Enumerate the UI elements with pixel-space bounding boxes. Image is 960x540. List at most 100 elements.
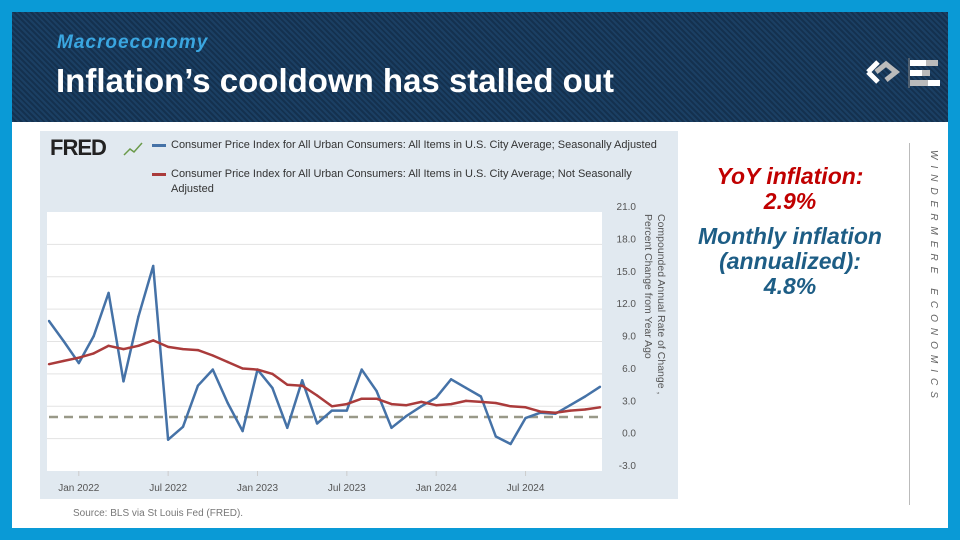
data-point: [464, 399, 468, 403]
windermere-logo-icon: [866, 58, 940, 88]
x-tick-label: Jul 2023: [328, 483, 366, 494]
y-tick-label: 18.0: [617, 234, 637, 245]
data-point: [449, 378, 453, 381]
monthly-value: 4.8%: [763, 273, 817, 299]
data-point: [77, 356, 80, 359]
data-point: [360, 368, 363, 371]
data-point: [315, 422, 319, 425]
data-point: [47, 362, 51, 366]
data-point: [583, 395, 587, 398]
data-point: [271, 372, 274, 376]
data-point: [271, 386, 274, 390]
y-tick-label: 3.0: [622, 396, 636, 407]
data-point: [226, 360, 229, 364]
divider: [909, 143, 910, 505]
data-point: [345, 402, 349, 406]
monthly-stat: Monthly inflation (annualized): 4.8%: [682, 224, 898, 299]
y-tick-label: 0.0: [622, 429, 636, 440]
data-point: [583, 408, 587, 411]
x-tick-label: Jan 2023: [237, 483, 279, 494]
fred-chart-icon: [123, 142, 143, 156]
yoy-stat: YoY inflation: 2.9%: [682, 164, 898, 214]
data-point: [375, 389, 378, 393]
fred-logo: FRED: [50, 135, 107, 160]
data-point: [434, 403, 438, 407]
legend-swatch: [152, 144, 166, 147]
data-point: [256, 368, 259, 371]
y-tick-label: 12.0: [617, 299, 637, 310]
data-point: [241, 429, 244, 433]
legend-item-nsa[interactable]: Consumer Price Index for All Urban Consu…: [152, 167, 662, 197]
data-point: [569, 403, 572, 407]
y-tick-label: 15.0: [617, 267, 637, 278]
data-point: [181, 347, 185, 351]
data-point: [92, 334, 95, 338]
data-point: [449, 402, 453, 406]
data-point: [598, 385, 602, 389]
data-point: [390, 402, 393, 406]
line-chart: 21.0 18.0 15.0 12.0 9.0 6.0 3.0 0.0 -3.0 Jan 2022…: [47, 142, 667, 494]
data-point: [390, 426, 393, 430]
data-point: [494, 435, 497, 438]
data-point: [286, 426, 289, 430]
data-point: [434, 396, 438, 399]
data-point: [345, 409, 349, 412]
data-point: [211, 368, 215, 371]
x-tick-label: Jul 2024: [507, 483, 545, 494]
legend-item-sa[interactable]: Consumer Price Index for All Urban Consu…: [152, 138, 662, 153]
data-point: [479, 395, 483, 398]
data-point: [524, 416, 527, 420]
data-point: [226, 401, 229, 405]
data-point: [107, 291, 110, 295]
data-point: [360, 397, 363, 400]
data-point: [420, 400, 423, 404]
data-point: [196, 384, 200, 387]
data-point: [47, 319, 51, 323]
y-tick-label: 6.0: [622, 364, 636, 375]
data-point: [300, 384, 304, 387]
section-label: Macroeconomy: [57, 32, 209, 53]
fred-chart-panel: FRED Consumer Price Index for All Urban …: [40, 131, 678, 499]
y-tick-label: 21.0: [617, 202, 637, 213]
data-point: [122, 380, 125, 383]
data-point: [181, 425, 185, 428]
data-point: [196, 348, 200, 352]
data-point: [509, 442, 512, 446]
data-point: [286, 383, 289, 386]
data-point: [137, 315, 140, 318]
data-point: [569, 409, 572, 412]
data-point: [62, 340, 66, 343]
data-point: [92, 352, 95, 355]
series-line-sa: [47, 264, 601, 446]
legend-label: Consumer Price Index for All Urban Consu…: [171, 168, 632, 195]
data-point: [107, 344, 110, 348]
data-point: [375, 397, 378, 400]
data-point: [479, 400, 483, 404]
x-tick-label: Jan 2022: [58, 483, 100, 494]
data-point: [315, 394, 319, 397]
source-note: Source: BLS via St Louis Fed (FRED).: [73, 508, 244, 519]
stats-callout: YoY inflation: 2.9% Monthly inflation (a…: [682, 164, 898, 299]
data-point: [241, 367, 244, 370]
slide: Macroeconomy Inflation’s cooldown has st…: [12, 12, 948, 528]
yoy-value: 2.9%: [763, 188, 817, 214]
data-point: [211, 354, 215, 357]
data-point: [494, 401, 497, 405]
data-point: [509, 405, 512, 408]
legend-swatch: [152, 173, 166, 176]
data-point: [152, 339, 155, 342]
data-point: [137, 344, 140, 348]
data-point: [524, 406, 527, 409]
monthly-label: Monthly inflation: [698, 223, 882, 249]
monthly-label-2: (annualized):: [719, 248, 861, 274]
data-point: [152, 264, 155, 268]
data-point: [122, 347, 125, 351]
data-point: [330, 405, 334, 408]
data-point: [420, 405, 423, 408]
x-tick-label: Jan 2024: [416, 483, 458, 494]
header: Macroeconomy Inflation’s cooldown has st…: [12, 12, 948, 122]
page-title: Inflation’s cooldown has stalled out: [56, 62, 614, 99]
data-point: [166, 438, 170, 441]
y-tick-label: 9.0: [622, 332, 636, 343]
data-point: [166, 345, 170, 349]
